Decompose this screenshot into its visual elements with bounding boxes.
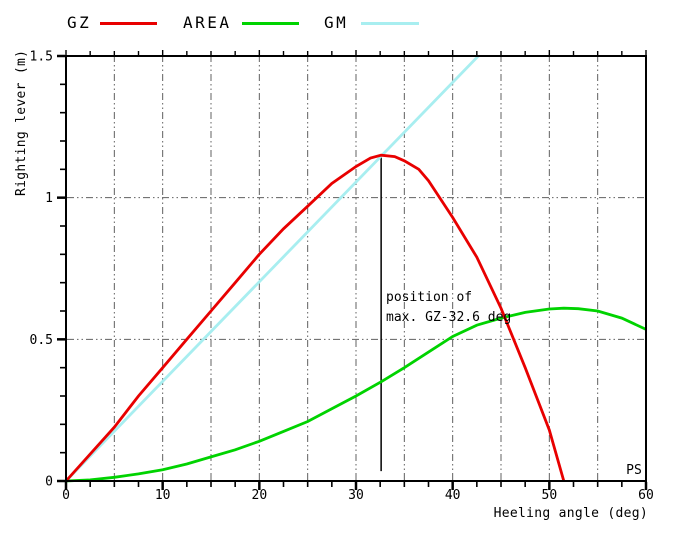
gz-curve: [64, 153, 566, 482]
side-indicator-ps: PS: [626, 463, 642, 478]
tick-labels: 0 10 20 30 40 50 60 0 0.5 1 1.5: [30, 50, 654, 504]
y-tick-label: 1: [45, 191, 53, 206]
plot-frame: [65, 55, 647, 482]
legend-label-area: AREA: [183, 13, 232, 32]
x-tick-label: 60: [638, 488, 654, 503]
legend-line-area-icon: [242, 22, 299, 25]
x-axis-label: Heeling angle (deg): [494, 506, 648, 521]
annotation-line2: max. GZ-32.6 deg: [386, 310, 511, 325]
chart-legend: GZ AREA GM: [0, 0, 679, 44]
x-tick-label: 40: [445, 488, 461, 503]
x-tick-label: 0: [62, 488, 70, 503]
legend-label-gz: GZ: [67, 13, 92, 32]
x-tick-label: 50: [542, 488, 558, 503]
curves: [64, 55, 647, 483]
y-tick-label: 1.5: [30, 50, 53, 65]
y-tick-label: 0: [45, 475, 53, 490]
x-tick-label: 20: [252, 488, 268, 503]
legend-line-gm-icon: [361, 22, 419, 25]
y-axis-label: Righting lever (m): [14, 50, 29, 196]
x-tick-label: 10: [155, 488, 171, 503]
area-curve: [65, 306, 647, 483]
frame-border: [65, 55, 647, 482]
gridlines: [67, 57, 645, 480]
legend-label-gm: GM: [324, 13, 349, 32]
annotation-line1: position of: [386, 290, 472, 305]
legend-line-gz-icon: [100, 22, 157, 25]
y-tick-label: 0.5: [30, 333, 53, 348]
x-tick-label: 30: [348, 488, 364, 503]
axis-ticks: [57, 50, 648, 490]
gm-curve: [64, 55, 480, 482]
